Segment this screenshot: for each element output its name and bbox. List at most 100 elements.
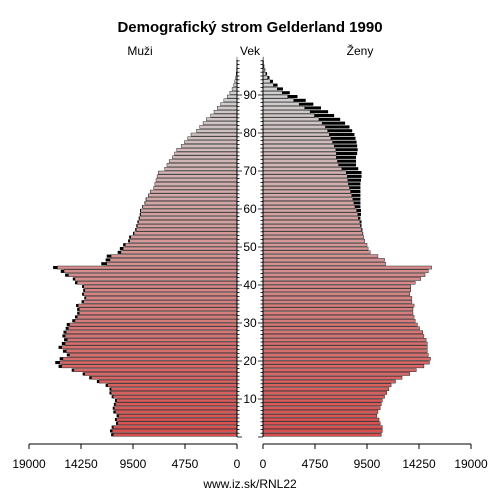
male-excess-age-14	[96, 380, 100, 384]
male-excess-age-22	[62, 349, 67, 353]
male-excess-age-47	[106, 254, 112, 258]
male-bar-age-4	[116, 417, 238, 422]
female-bar-age-26	[262, 334, 425, 338]
male-bar-age-38	[84, 288, 238, 293]
female-x-tick-label: 0	[260, 457, 267, 471]
female-bar-age-54	[262, 227, 362, 232]
female-bar-age-11	[262, 391, 387, 395]
male-excess-age-36	[84, 296, 86, 300]
female-bar-age-55	[262, 223, 361, 228]
female-bar-age-63	[262, 193, 352, 198]
male-bar-age-0	[113, 433, 238, 437]
male-bar-age-20	[62, 357, 238, 361]
female-bar-age-83	[262, 117, 320, 122]
male-bar-age-76	[180, 144, 238, 148]
female-bar-age-62	[262, 197, 353, 201]
male-bar-age-81	[199, 125, 238, 129]
female-excess-age-74	[336, 152, 358, 156]
male-bar-age-48	[120, 250, 238, 255]
female-bar-age-77	[262, 140, 333, 144]
female-excess-age-93	[270, 79, 273, 83]
female-bar-age-91	[262, 87, 278, 91]
female-bar-age-23	[262, 345, 428, 350]
male-bar-age-39	[83, 284, 238, 289]
female-bar-age-22	[262, 349, 428, 353]
female-bar-age-44	[262, 265, 432, 270]
female-label: Ženy	[347, 43, 374, 58]
female-bar-age-89	[262, 94, 288, 99]
male-bar-age-59	[140, 208, 238, 213]
female-bar-age-37	[262, 292, 410, 296]
male-excess-age-11	[109, 391, 112, 395]
male-bar-age-23	[61, 345, 238, 350]
male-bar-age-44	[57, 265, 238, 270]
male-bar-age-42	[68, 273, 238, 277]
male-x-tick-label: 14250	[64, 457, 98, 471]
female-bar-age-79	[262, 132, 330, 137]
female-bar-age-50	[262, 242, 368, 247]
female-bar-age-34	[262, 303, 415, 308]
female-excess-age-69	[346, 171, 362, 175]
female-bar-age-33	[262, 307, 414, 312]
female-bar-age-65	[262, 185, 350, 190]
male-bar-age-61	[144, 201, 238, 205]
male-excess-age-52	[129, 235, 131, 239]
male-bar-age-35	[83, 300, 238, 304]
male-bar-age-60	[142, 204, 238, 209]
female-bar-age-13	[262, 383, 392, 388]
male-bar-age-26	[64, 334, 238, 338]
female-bar-age-57	[262, 216, 359, 220]
male-excess-age-23	[58, 345, 62, 349]
male-excess-age-33	[77, 307, 80, 311]
bars-group	[53, 56, 432, 437]
male-excess-age-35	[81, 300, 84, 304]
male-bar-age-71	[166, 163, 238, 167]
male-bar-age-89	[226, 94, 238, 99]
male-excess-age-43	[60, 269, 65, 273]
male-bar-age-22	[66, 349, 238, 353]
female-bar-age-80	[262, 128, 328, 133]
female-excess-age-76	[334, 144, 358, 148]
male-excess-age-59	[140, 209, 141, 213]
male-bar-age-15	[91, 376, 238, 380]
female-bar-age-92	[262, 83, 274, 87]
female-bar-age-27	[262, 330, 424, 334]
female-excess-age-80	[327, 129, 353, 133]
male-excess-age-45	[101, 262, 107, 266]
age-tick-label: 30	[243, 316, 257, 330]
male-bar-age-84	[210, 113, 238, 118]
male-excess-age-40	[74, 281, 78, 285]
female-excess-age-62	[352, 197, 361, 201]
female-excess-age-89	[287, 95, 298, 99]
female-bar-age-28	[262, 326, 420, 331]
male-excess-age-46	[105, 258, 111, 262]
male-excess-age-17	[71, 368, 74, 372]
female-bar-age-30	[262, 319, 416, 323]
female-bar-age-16	[262, 372, 410, 376]
male-bar-age-18	[61, 364, 238, 369]
female-bar-age-5	[262, 414, 378, 418]
male-bar-age-66	[154, 182, 238, 186]
male-bar-age-78	[187, 136, 238, 141]
female-bar-age-93	[262, 79, 271, 84]
female-bar-age-14	[262, 379, 396, 384]
male-bar-age-86	[217, 106, 238, 110]
male-excess-age-37	[82, 292, 84, 296]
male-bar-age-33	[79, 307, 238, 312]
male-bar-age-77	[184, 140, 238, 144]
male-bar-age-75	[176, 147, 238, 152]
male-x-tick-label: 9500	[120, 457, 147, 471]
female-bar-age-76	[262, 144, 335, 148]
male-bar-age-5	[118, 414, 238, 418]
female-bar-age-3	[262, 421, 381, 426]
female-bar-age-51	[262, 239, 366, 243]
female-bar-age-59	[262, 208, 357, 213]
female-bar-age-48	[262, 250, 371, 255]
male-excess-age-10	[111, 395, 114, 399]
male-bar-age-57	[139, 216, 238, 220]
male-excess-age-50	[123, 243, 126, 247]
male-bar-age-82	[202, 121, 238, 125]
female-excess-age-56	[359, 220, 362, 224]
female-x-tick-label: 9500	[354, 457, 381, 471]
male-bar-age-73	[172, 155, 238, 160]
